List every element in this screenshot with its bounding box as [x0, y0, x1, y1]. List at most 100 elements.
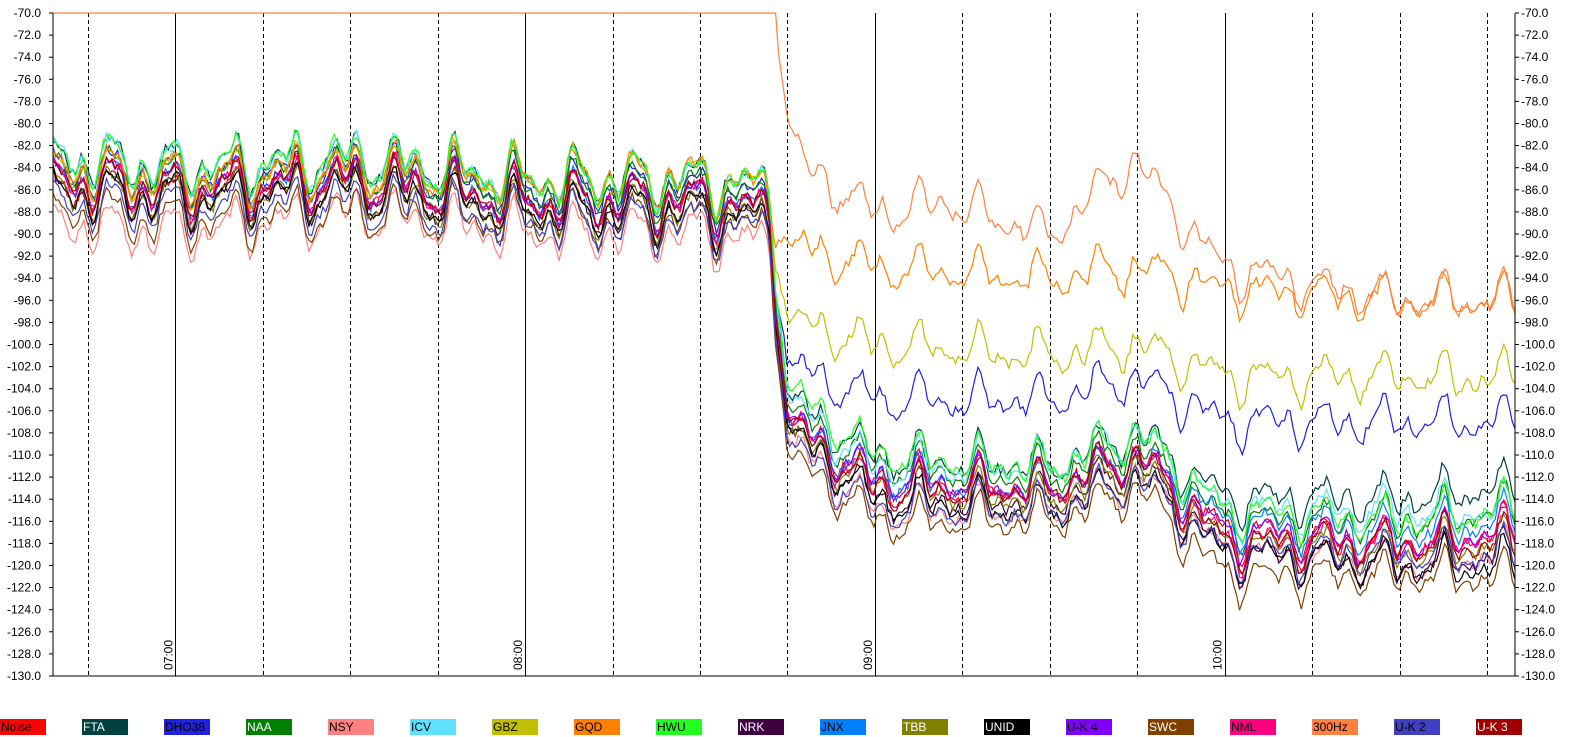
y-tick-label: -106.0 [7, 404, 41, 418]
y-tick-label: -72.0 [14, 28, 42, 42]
y-tick-label: -102.0 [1521, 360, 1555, 374]
y-tick-label: -124.0 [1521, 603, 1555, 617]
y-tick-label: -114.0 [1521, 492, 1554, 506]
y-tick-label: -104.0 [7, 382, 41, 396]
legend-item-noise: Noise [0, 719, 46, 735]
series-lines [52, 12, 1516, 611]
y-tick-label: -88.0 [1521, 205, 1549, 219]
legend-item-naa: NAA [246, 719, 292, 735]
time-label: 09:00 [861, 640, 875, 670]
y-tick-label: -86.0 [14, 183, 42, 197]
y-tick-label: -70.0 [1521, 6, 1549, 20]
y-tick-label: -130.0 [1521, 669, 1555, 683]
y-tick-label: -94.0 [14, 271, 42, 285]
legend-item-u-k-4: U-K 4 [1066, 719, 1112, 735]
legend-item-nsy: NSY [328, 719, 374, 735]
y-tick-label: -128.0 [1521, 647, 1555, 661]
time-label: 08:00 [511, 640, 525, 670]
legend-item-u-k-2: U-K 2 [1394, 719, 1440, 735]
series-line-300hz [53, 12, 1516, 318]
legend-item-hwu: HWU [656, 719, 702, 735]
y-tick-label: -106.0 [1521, 404, 1555, 418]
y-tick-label: -104.0 [1521, 382, 1555, 396]
y-tick-label: -74.0 [1521, 50, 1549, 64]
series-line-u-k-3 [52, 150, 1516, 576]
y-tick-label: -114.0 [8, 492, 41, 506]
legend-item-gbz: GBZ [492, 719, 538, 735]
y-axis-left-labels: -70.0 -72.0 -74.0 -76.0 -78.0 -80.0 -82.0 -84.0… [7, 6, 53, 683]
y-tick-label: -88.0 [14, 205, 42, 219]
y-tick-label: -80.0 [1521, 117, 1549, 131]
time-label: 10:00 [1211, 640, 1225, 670]
y-tick-label: -112.0 [8, 470, 41, 484]
legend-item-nrk: NRK [738, 719, 784, 735]
y-tick-label: -128.0 [7, 647, 41, 661]
legend-item-300hz: 300Hz [1312, 719, 1358, 735]
y-axis-right-labels: -70.0 -72.0 -74.0 -76.0 -78.0 -80.0 -82.0 -84.0… [1515, 6, 1555, 683]
y-tick-label: -118.0 [8, 536, 41, 550]
y-tick-label: -100.0 [1521, 338, 1555, 352]
series-line-unid [52, 161, 1516, 590]
vlf-signal-chart: -70.0 -72.0 -74.0 -76.0 -78.0 -80.0 -82.0 -84.0… [7, 6, 1555, 683]
y-tick-label: -116.0 [1521, 514, 1554, 528]
y-tick-label: -92.0 [1521, 249, 1549, 263]
y-tick-label: -108.0 [1521, 426, 1555, 440]
series-line-gbz [52, 134, 1516, 412]
y-tick-label: -90.0 [14, 227, 42, 241]
y-tick-label: -120.0 [7, 559, 41, 573]
y-tick-label: -108.0 [7, 426, 41, 440]
y-tick-label: -122.0 [7, 581, 41, 595]
y-tick-label: -92.0 [14, 249, 42, 263]
y-tick-label: -84.0 [14, 161, 42, 175]
y-tick-label: -76.0 [14, 72, 42, 86]
y-tick-label: -126.0 [7, 625, 41, 639]
y-tick-label: -122.0 [1521, 581, 1555, 595]
y-tick-label: -86.0 [1521, 183, 1549, 197]
legend-item-dho38: DHO38 [164, 719, 210, 735]
y-tick-label: -112.0 [1521, 470, 1554, 484]
y-tick-label: -110.0 [8, 448, 41, 462]
y-tick-label: -120.0 [1521, 559, 1555, 573]
y-tick-label: -118.0 [1521, 536, 1554, 550]
series-line-hwu [52, 128, 1516, 549]
y-tick-label: -82.0 [14, 139, 42, 153]
series-line-naa [52, 143, 1516, 557]
y-tick-label: -98.0 [1521, 315, 1549, 329]
y-tick-label: -102.0 [7, 360, 41, 374]
legend: Noise FTA DHO38 NAA NSY ICV GBZ GQD HWU NRK JNX TBB… [0, 719, 1588, 737]
y-tick-label: -90.0 [1521, 227, 1549, 241]
y-tick-label: -74.0 [14, 50, 42, 64]
legend-item-jnx: JNX [820, 719, 866, 735]
y-tick-label: -110.0 [1521, 448, 1554, 462]
legend-item-u-k-3: U-K 3 [1476, 719, 1522, 735]
legend-item-unid: UNID [984, 719, 1030, 735]
time-labels: 07:00 08:00 09:00 10:00 [161, 640, 1224, 670]
y-tick-label: -100.0 [7, 338, 41, 352]
legend-item-nml: NML [1230, 719, 1276, 735]
time-label: 07:00 [161, 640, 175, 670]
series-line-u-k-2 [52, 172, 1516, 587]
y-tick-label: -76.0 [1521, 72, 1549, 86]
y-tick-label: -78.0 [1521, 94, 1549, 108]
y-tick-label: -78.0 [14, 94, 42, 108]
legend-item-icv: ICV [410, 719, 456, 735]
y-tick-label: -124.0 [7, 603, 41, 617]
y-tick-label: -82.0 [1521, 139, 1549, 153]
legend-item-swc: SWC [1148, 719, 1194, 735]
time-grid [88, 13, 1488, 676]
series-line-swc [52, 179, 1516, 611]
y-tick-label: -70.0 [14, 6, 42, 20]
y-tick-label: -130.0 [7, 669, 41, 683]
y-tick-label: -80.0 [14, 117, 42, 131]
y-tick-label: -72.0 [1521, 28, 1549, 42]
y-tick-label: -98.0 [14, 315, 42, 329]
y-tick-label: -84.0 [1521, 161, 1549, 175]
legend-item-tbb: TBB [902, 719, 948, 735]
y-tick-label: -96.0 [1521, 293, 1549, 307]
y-tick-label: -116.0 [8, 514, 41, 528]
y-tick-label: -96.0 [14, 293, 42, 307]
y-tick-label: -126.0 [1521, 625, 1555, 639]
y-tick-label: -94.0 [1521, 271, 1549, 285]
legend-item-fta: FTA [82, 719, 128, 735]
legend-item-gqd: GQD [574, 719, 620, 735]
